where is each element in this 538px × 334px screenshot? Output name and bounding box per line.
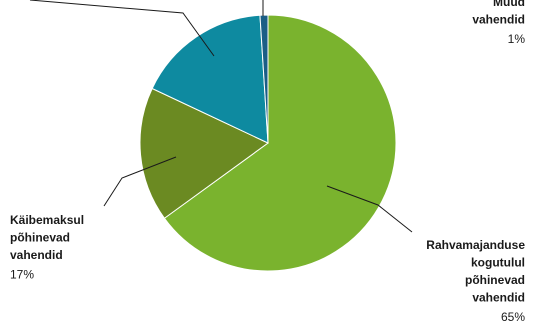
slice-label: Muud vahendid xyxy=(472,0,525,27)
leader-line xyxy=(29,0,215,57)
slice-label: Käibemaksul põhinevad vahendid xyxy=(10,213,84,262)
value-label: 1% xyxy=(508,32,526,46)
slice-label: Rahvamajanduse kogutulul põhinevad vahendid xyxy=(426,238,525,305)
value-label: 65% xyxy=(501,310,525,324)
value-label: 17% xyxy=(10,268,34,282)
leader-line xyxy=(326,185,413,233)
pie-slice xyxy=(139,87,269,219)
leader-line xyxy=(103,156,177,207)
pie-slice xyxy=(259,14,269,144)
pie-slice xyxy=(151,14,269,144)
pie-slice xyxy=(163,14,397,272)
